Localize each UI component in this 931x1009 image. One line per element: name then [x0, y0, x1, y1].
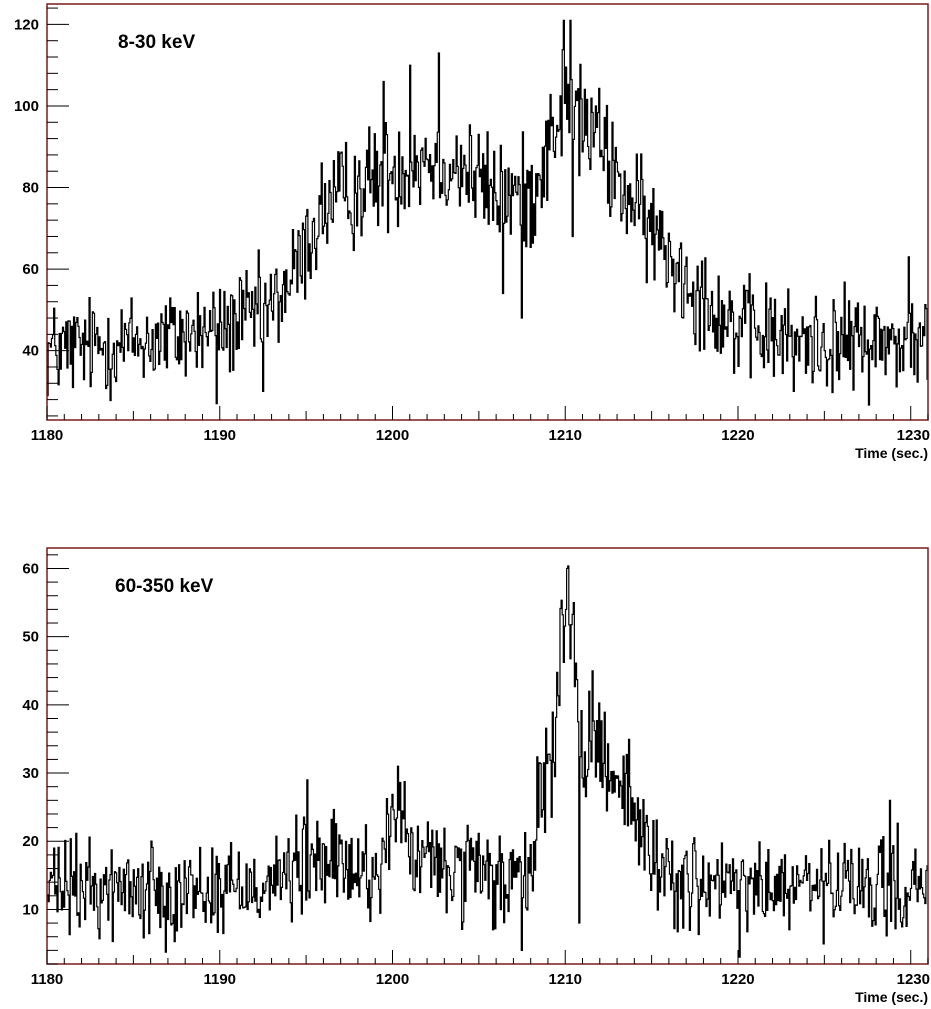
y-tick-label: 60	[22, 560, 39, 577]
x-tick-label: 1230	[897, 971, 930, 988]
panel-2: 1180 1190 1200 1210 1220 1230 10 20 30 40 50 60 Time…	[22, 547, 930, 1005]
x-tick-label: 1180	[31, 427, 64, 444]
x-tick-label: 1200	[376, 427, 409, 444]
x-tick-label: 1220	[721, 971, 754, 988]
x-tick-label: 1230	[897, 427, 930, 444]
energy-band-label: 8-30 keV	[118, 32, 195, 53]
y-tick-label: 80	[22, 180, 39, 197]
plot-frame	[46, 3, 929, 421]
x-tick-label: 1210	[549, 427, 582, 444]
y-tick-label: 40	[22, 697, 39, 714]
x-tick-label: 1190	[203, 427, 236, 444]
energy-band-label: 60-350 keV	[115, 576, 214, 597]
y-tick-label: 10	[22, 901, 39, 918]
y-tick-label: 50	[22, 629, 39, 646]
x-tick-label: 1210	[549, 971, 582, 988]
x-tick-label: 1220	[721, 427, 754, 444]
x-axis-title: Time (sec.)	[855, 445, 928, 461]
series-line	[47, 19, 929, 406]
panel-1: 1180 1190 1200 1210 1220 1230 40 60 80 100 120 Time…	[14, 3, 930, 461]
x-axis-title: Time (sec.)	[855, 989, 928, 1005]
series-line	[47, 565, 929, 958]
y-tick-label: 30	[22, 765, 39, 782]
y-tick-label: 20	[22, 833, 39, 850]
x-tick-label: 1190	[203, 971, 236, 988]
y-tick-label: 120	[14, 16, 39, 33]
x-tick-label: 1180	[31, 971, 64, 988]
x-tick-label: 1200	[376, 971, 409, 988]
y-tick-label: 40	[22, 343, 39, 360]
plot-frame	[46, 547, 929, 965]
y-tick-label: 100	[14, 98, 39, 115]
y-tick-label: 60	[22, 261, 39, 278]
